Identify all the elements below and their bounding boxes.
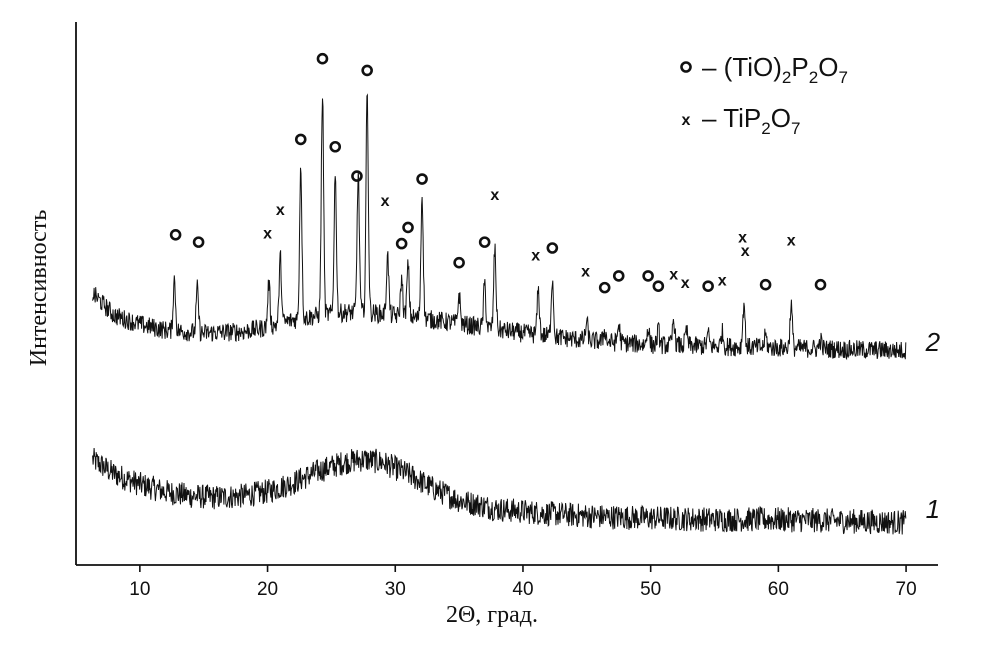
legend-label-1-mid: P [791, 52, 808, 82]
legend-label-1-sub3: 7 [838, 68, 847, 87]
o-phase-marker [416, 173, 428, 185]
series-1-line [92, 447, 907, 535]
x-phase-marker: x [741, 243, 750, 260]
x-tick-label: 20 [257, 579, 278, 600]
y-axis-title: Интенсивность [26, 210, 52, 367]
x-phase-marker: x [738, 230, 747, 247]
x-phase-marker: x [276, 202, 285, 219]
o-phase-marker [192, 236, 205, 248]
legend-x-marker-icon: x [682, 112, 691, 129]
o-phase-marker [316, 52, 329, 65]
o-phase-marker [453, 256, 465, 269]
x-phase-marker: x [718, 272, 727, 289]
x-phase-marker: x [531, 247, 540, 264]
o-phase-marker [642, 270, 654, 282]
o-phase-marker [361, 64, 373, 77]
legend-label-2-sub1: 2 [761, 119, 770, 138]
o-phase-marker [546, 242, 559, 254]
o-phase-marker [478, 236, 491, 248]
curve-label-2: 2 [925, 327, 941, 357]
legend: – (TiO)2P2O7 x – TiP2O7 [680, 52, 848, 138]
x-phase-marker: x [381, 193, 390, 210]
series-2-line [92, 93, 907, 361]
o-phase-marker [169, 228, 182, 241]
legend-label-2-sub2: 7 [791, 119, 800, 138]
legend-label-1-main: – (TiO) [702, 52, 782, 82]
legend-item-titanium-pyrophosphate: x – TiP2O7 [682, 103, 801, 138]
x-phase-marker: x [263, 225, 272, 242]
o-phase-marker [702, 280, 714, 292]
o-phase-marker [329, 140, 342, 153]
x-phase-marker: x [681, 275, 690, 292]
legend-o-marker-icon [680, 61, 692, 73]
x-axis-title: 2Θ, град. [446, 602, 538, 628]
curve-label-1: 1 [926, 494, 940, 524]
o-phase-marker [395, 237, 408, 250]
legend-label-1-sub1: 2 [782, 68, 791, 87]
x-tick-label: 30 [385, 579, 406, 600]
o-phase-marker [652, 280, 665, 292]
legend-label-1-end: O [818, 52, 838, 82]
x-tick-label: 60 [768, 579, 789, 600]
o-phase-marker [598, 281, 611, 294]
o-phase-marker [294, 133, 307, 146]
o-phase-marker [612, 270, 625, 282]
series-layer [92, 93, 907, 535]
o-phase-marker [351, 170, 363, 182]
legend-item-titanyl-pyrophosphate: – (TiO)2P2O7 [680, 52, 848, 87]
x-tick-label: 70 [896, 579, 917, 600]
legend-label-2-main: – TiP [702, 103, 761, 133]
x-phase-marker: x [581, 263, 590, 280]
svg-text:– TiP2O7: – TiP2O7 [702, 103, 800, 138]
legend-label-1-sub2: 2 [809, 68, 818, 87]
legend-label-2-mid: O [771, 103, 791, 133]
x-tick-label: 40 [512, 579, 533, 600]
x-tick-label: 10 [129, 579, 150, 600]
x-phase-marker: x [490, 187, 499, 204]
x-tick-label: 50 [640, 579, 661, 600]
x-phase-marker: x [787, 233, 796, 250]
x-ticks: 10 20 30 40 50 60 70 [129, 565, 917, 600]
svg-text:– (TiO)2P2O7: – (TiO)2P2O7 [702, 52, 848, 87]
o-phase-marker [814, 278, 827, 291]
x-phase-marker: x [669, 266, 678, 283]
curve-labels: 21 [925, 327, 941, 524]
o-phase-marker [402, 221, 414, 234]
o-phase-marker [759, 278, 772, 291]
